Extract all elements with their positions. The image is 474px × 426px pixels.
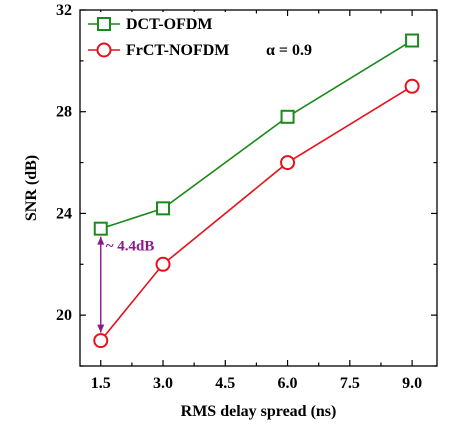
- data-point-dct-ofdm: [280, 109, 295, 124]
- legend-marker-circle: [96, 42, 112, 58]
- y-tick-label: 20: [56, 307, 72, 324]
- legend: DCT-OFDM FrCT-NOFDM α = 0.9: [84, 12, 312, 64]
- y-tick-label: 32: [56, 2, 72, 19]
- data-point-frct-nofdm: [404, 78, 420, 94]
- annotation-layer: ~ 4.4dB: [97, 236, 155, 333]
- data-point-dct-ofdm: [405, 33, 420, 48]
- annotation-label: ~ 4.4dB: [106, 239, 155, 255]
- x-tick-label: 7.5: [340, 375, 360, 392]
- legend-entry-label: FrCT-NOFDM: [126, 42, 229, 59]
- legend-alpha-note: α = 0.9: [266, 42, 312, 59]
- x-axis-title: RMS delay spread (ns): [181, 403, 337, 420]
- data-point-dct-ofdm: [93, 221, 108, 236]
- series-line-dct-ofdm: [100, 39, 413, 230]
- x-tick-label: 3.0: [153, 375, 173, 392]
- legend-box: [84, 12, 254, 64]
- data-point-dct-ofdm: [156, 201, 171, 216]
- series-line-frct-nofdm: [100, 85, 413, 342]
- y-tick-label: 24: [56, 205, 72, 222]
- y-axis-title: SNR (dB): [23, 155, 40, 221]
- data-point-frct-nofdm: [280, 155, 296, 171]
- legend-entry-label: DCT-OFDM: [126, 16, 213, 33]
- series-layer: [93, 33, 420, 349]
- annotation-arrowhead-bottom: [97, 324, 105, 333]
- x-tick-label: 9.0: [402, 375, 422, 392]
- plot-frame: [79, 9, 438, 367]
- annotation-arrowhead-top: [97, 236, 105, 245]
- legend-marker-square: [97, 17, 111, 31]
- x-tick-label: 4.5: [215, 375, 235, 392]
- x-tick-label: 6.0: [278, 375, 298, 392]
- axes-layer: 20 24 28 32 1.5 3.0 4.5 6.0 7.5 9.0: [56, 2, 438, 392]
- data-point-frct-nofdm: [93, 333, 109, 349]
- y-tick-label: 28: [56, 104, 72, 121]
- data-point-frct-nofdm: [155, 256, 171, 272]
- x-tick-label: 1.5: [91, 375, 111, 392]
